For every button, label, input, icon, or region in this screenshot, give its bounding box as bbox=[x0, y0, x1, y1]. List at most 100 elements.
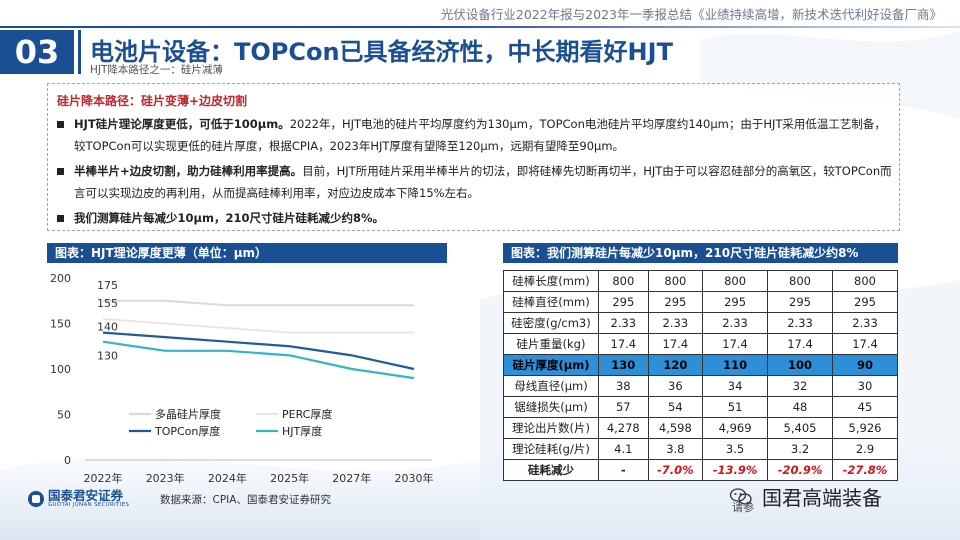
table-cell: 32 bbox=[767, 375, 833, 397]
table-cell: 120 bbox=[647, 354, 704, 376]
table-panel-title: 图表：我们测算硅片每减少10μm，210尺寸硅片硅耗减少约8% bbox=[503, 243, 898, 263]
row-label: 硅密度(g/cm3) bbox=[503, 312, 599, 334]
table-cell: 2.33 bbox=[767, 312, 833, 334]
legend-label: HJT厚度 bbox=[282, 424, 322, 438]
bullet-bold: HJT硅片理论厚度更低，可低于100μm。 bbox=[74, 117, 290, 131]
table-cell: 800 bbox=[832, 270, 898, 292]
logo-text-en: GUOTAI JUNAN SECURITIES bbox=[48, 502, 130, 508]
table-cell: 3.8 bbox=[647, 438, 704, 460]
table-row: 硅棒长度(mm) 800 800 800 800 800 bbox=[503, 270, 898, 292]
table-cell: -20.9% bbox=[767, 459, 833, 481]
row-label: 硅片厚度(μm) bbox=[503, 354, 599, 376]
table-cell: 2.33 bbox=[702, 312, 769, 334]
series-line bbox=[102, 340, 415, 380]
series-line bbox=[103, 299, 414, 307]
row-label: 硅棒直径(mm) bbox=[503, 291, 599, 313]
table-cell: 800 bbox=[647, 270, 704, 292]
section-separator bbox=[78, 30, 81, 74]
bullet-item: HJT硅片理论厚度更低，可低于100μm。2022年，HJT电池的硅片平均厚度约… bbox=[57, 113, 897, 157]
table-cell: 130 bbox=[598, 354, 649, 376]
table-cell: 57 bbox=[598, 396, 649, 418]
table-cell: 5,405 bbox=[767, 417, 833, 439]
chart-panel-title: 图表：HJT理论厚度更薄（单位：μm） bbox=[47, 243, 447, 263]
row-label: 理论出片数(片) bbox=[503, 417, 599, 439]
table-cell: 17.4 bbox=[767, 333, 833, 355]
row-label: 理论硅耗(g/片) bbox=[503, 438, 599, 460]
row-label: 硅片重量(kg) bbox=[503, 333, 599, 355]
y-tick-label: 200 bbox=[50, 272, 71, 285]
table-cell: - bbox=[598, 459, 649, 481]
table-cell: 4,598 bbox=[647, 417, 704, 439]
bullet-text: 2022年，HJT电池的硅片平均厚度约为130μm，TOPCon电池硅片平均厚度… bbox=[74, 117, 886, 153]
table-cell: 90 bbox=[832, 354, 898, 376]
table-cell: 2.9 bbox=[832, 438, 898, 460]
series-start-label: 140 bbox=[97, 321, 118, 334]
page-subtitle: HJT降本路径之一：硅片减薄 bbox=[90, 64, 223, 76]
bullet-square-icon bbox=[57, 215, 64, 222]
series-start-label: 155 bbox=[97, 297, 118, 310]
bullet-item: 半棒半片+边皮切割，助力硅棒利用率提高。目前，HJT所用硅片采用半棒半片的切法，… bbox=[57, 160, 897, 204]
y-tick-label: 100 bbox=[50, 363, 71, 376]
watermark-partial-text: 请参 bbox=[732, 501, 754, 514]
table-cell: 4,969 bbox=[702, 417, 769, 439]
legend-label: PERC厚度 bbox=[282, 407, 332, 421]
table-cell: 51 bbox=[702, 396, 769, 418]
series-start-label: 130 bbox=[97, 350, 118, 363]
table-cell: 800 bbox=[702, 270, 769, 292]
table-cell: 30 bbox=[832, 375, 898, 397]
table-cell: 45 bbox=[832, 396, 898, 418]
table-cell: 17.4 bbox=[598, 333, 649, 355]
logo-mark-icon bbox=[28, 490, 44, 507]
table-cell: 800 bbox=[767, 270, 833, 292]
bullet-bold: 半棒半片+边皮切割，助力硅棒利用率提高。 bbox=[74, 164, 303, 178]
thickness-line-chart: 0 50 100 150 200 2022年 2023年 2024年 2025年 2027年 203… bbox=[50, 272, 434, 485]
x-tick-label: 2024年 bbox=[208, 471, 247, 485]
bullet-square-icon bbox=[57, 168, 64, 175]
legend-label: 多晶硅片厚度 bbox=[155, 407, 221, 421]
row-label: 锯缝损失(μm) bbox=[503, 396, 599, 418]
table-cell: 3.2 bbox=[767, 438, 833, 460]
series-line bbox=[102, 317, 414, 334]
section-number: 03 bbox=[0, 30, 74, 74]
table-cell: 4,278 bbox=[598, 417, 649, 439]
table-cell: 295 bbox=[598, 291, 649, 313]
table-row: 硅棒直径(mm) 295 295 295 295 295 bbox=[503, 291, 898, 313]
table-cell: 5,926 bbox=[832, 417, 898, 439]
table-cell: 2.33 bbox=[832, 312, 898, 334]
series-line bbox=[102, 331, 415, 371]
table-cell: 2.33 bbox=[647, 312, 704, 334]
table-cell: 38 bbox=[598, 375, 649, 397]
table-cell: 295 bbox=[702, 291, 769, 313]
row-label: 母线直径(μm) bbox=[503, 375, 599, 397]
table-cell: -13.9% bbox=[702, 459, 769, 481]
table-row: 母线直径(μm) 38 36 34 32 30 bbox=[503, 375, 898, 397]
y-tick-label: 50 bbox=[57, 409, 71, 422]
y-tick-label: 0 bbox=[64, 454, 71, 467]
x-tick-label: 2022年 bbox=[84, 471, 123, 485]
table-cell: 295 bbox=[832, 291, 898, 313]
table-cell: -27.8% bbox=[832, 459, 898, 481]
table-row: 硅片重量(kg) 17.4 17.4 17.4 17.4 17.4 bbox=[503, 333, 898, 355]
data-source: 数据来源：CPIA、国泰君安证券研究 bbox=[160, 494, 331, 506]
table-row: 理论出片数(片) 4,278 4,598 4,969 5,405 5,926 bbox=[503, 417, 898, 439]
wechat-icon bbox=[730, 487, 752, 505]
table-cell: 110 bbox=[702, 354, 769, 376]
table-cell: 48 bbox=[767, 396, 833, 418]
wechat-watermark: 国君高端装备 bbox=[730, 482, 882, 511]
silicon-consumption-table: 硅棒长度(mm) 800 800 800 800 800 硅棒直径(mm) 295 295 295… bbox=[503, 270, 898, 481]
table-cell: 36 bbox=[647, 375, 704, 397]
table-row: 硅耗减少 - -7.0% -13.9% -20.9% -27.8% bbox=[503, 459, 898, 481]
page-title: 电池片设备：TOPCon已具备经济性，中长期看好HJT bbox=[90, 38, 673, 66]
table-cell: 100 bbox=[767, 354, 833, 376]
table-row: 锯缝损失(μm) 57 54 51 48 45 bbox=[503, 396, 898, 418]
bullet-item: 我们测算硅片每减少10μm，210尺寸硅片硅耗减少约8%。 bbox=[57, 207, 897, 229]
table-row: 理论硅耗(g/片) 4.1 3.8 3.5 3.2 2.9 bbox=[503, 438, 898, 460]
series-start-label: 175 bbox=[97, 279, 118, 292]
table-cell: 3.5 bbox=[702, 438, 769, 460]
table-cell: -7.0% bbox=[647, 459, 704, 481]
report-title: 光伏设备行业2022年报与2023年一季报总结《业绩持续高增，新技术迭代利好设备… bbox=[440, 7, 942, 22]
table-cell: 17.4 bbox=[647, 333, 704, 355]
logo-text: 国泰君安证券 bbox=[48, 488, 124, 503]
table-cell: 295 bbox=[647, 291, 704, 313]
row-label: 硅耗减少 bbox=[503, 459, 599, 481]
